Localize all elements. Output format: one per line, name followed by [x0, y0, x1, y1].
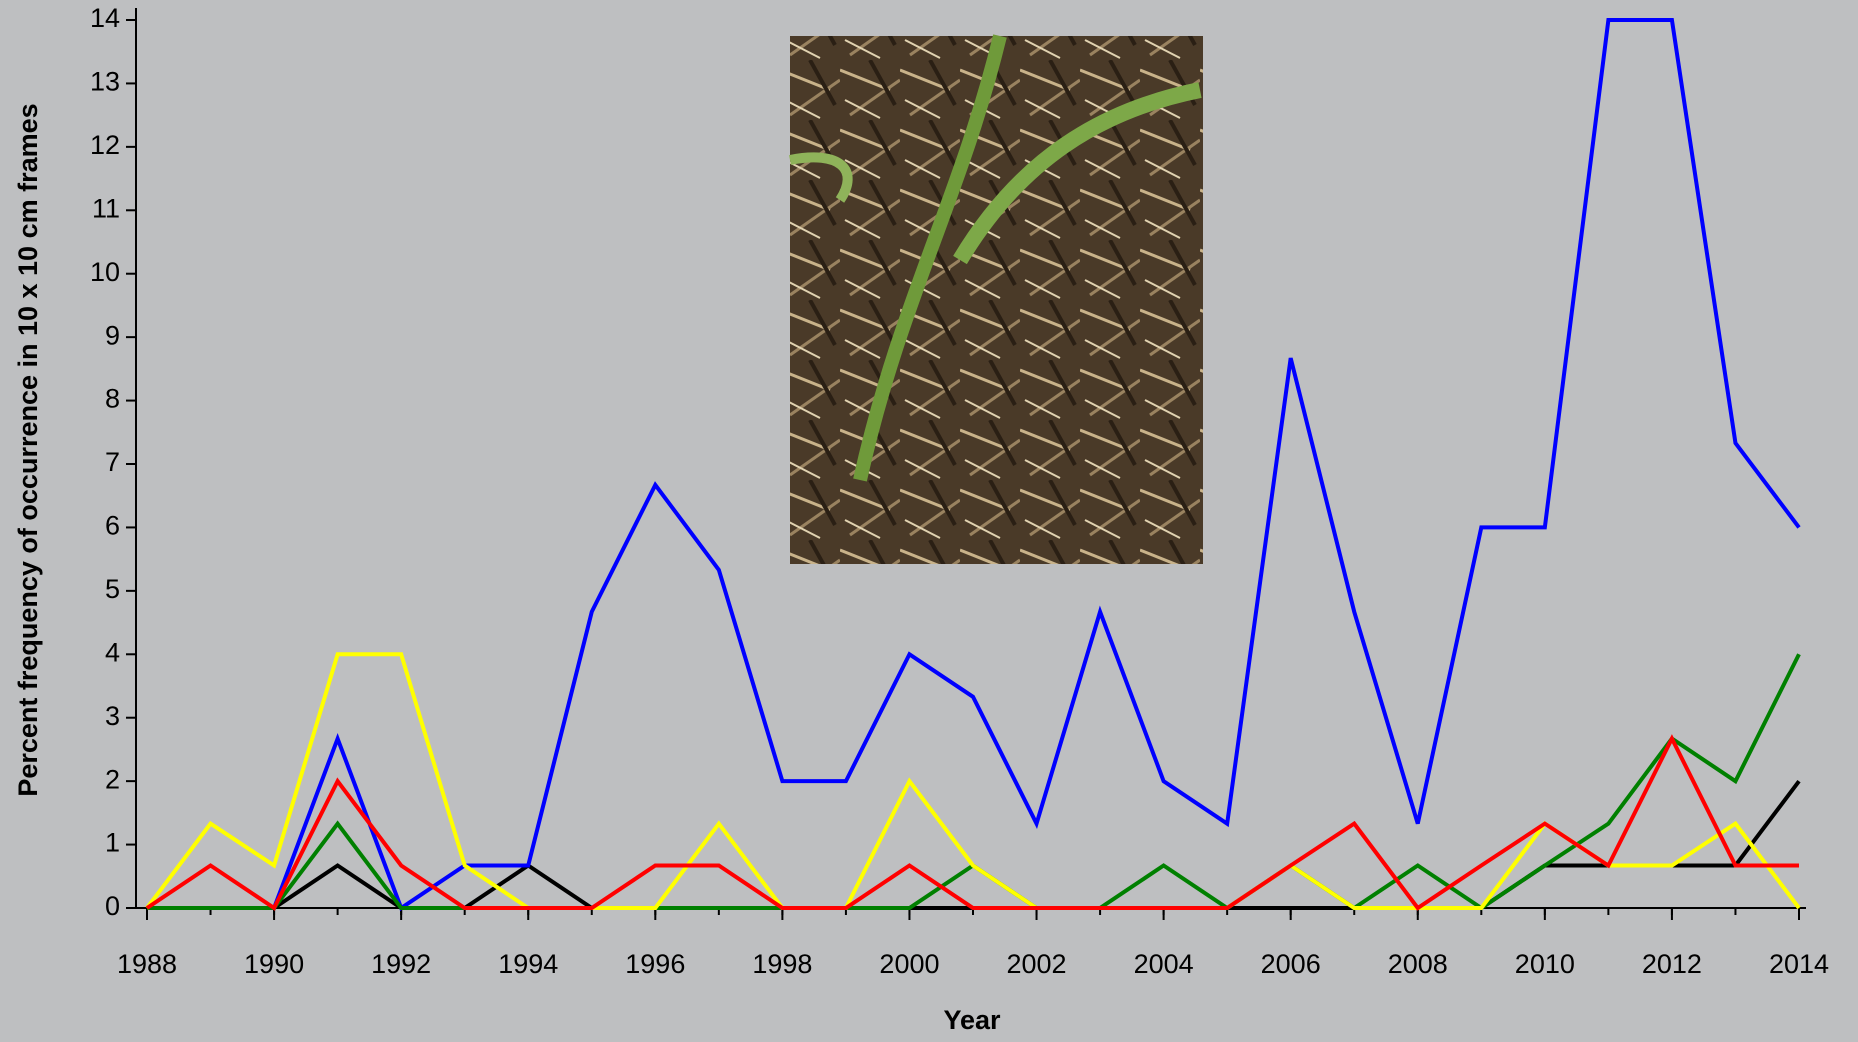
x-tick-label: 2010: [1515, 949, 1575, 979]
y-tick-label: 1: [105, 828, 120, 858]
x-tick-label: 1990: [244, 949, 304, 979]
line-series: [147, 653, 1801, 911]
y-tick-label: 12: [90, 130, 120, 160]
x-tick-label: 2014: [1769, 949, 1829, 979]
x-axis-label: Year: [943, 1005, 1001, 1035]
line-series: [145, 652, 1801, 910]
x-tick-label: 1988: [117, 949, 177, 979]
inset-photo: [789, 34, 1203, 564]
y-tick-label: 11: [92, 193, 120, 223]
y-tick-label: 2: [105, 764, 120, 794]
line-series: [145, 734, 1799, 911]
y-tick-label: 14: [90, 3, 120, 33]
x-tick-label: 2000: [879, 949, 939, 979]
x-tick-label: 1994: [498, 949, 558, 979]
y-tick-label: 3: [105, 701, 120, 731]
x-tick-label: 1996: [625, 949, 685, 979]
y-tick-label: 10: [90, 257, 120, 287]
x-tick-label: 2002: [1006, 949, 1066, 979]
y-tick-label: 5: [105, 574, 120, 604]
x-tick-label: 1992: [371, 949, 431, 979]
x-tick-label: 2006: [1261, 949, 1321, 979]
y-tick-label: 6: [105, 511, 120, 541]
y-tick-label: 7: [105, 447, 120, 477]
y-tick-label: 8: [105, 384, 120, 414]
y-tick-label: 13: [90, 67, 120, 97]
line-series: [147, 18, 1801, 912]
y-axis-label: Percent frequency of occurrence in 10 x …: [13, 103, 43, 796]
y-tick-label: 0: [105, 891, 120, 921]
x-tick-label: 1998: [752, 949, 812, 979]
x-tick-label: 2004: [1134, 949, 1194, 979]
y-tick-label: 9: [105, 320, 120, 350]
x-tick-label: 2012: [1642, 949, 1702, 979]
x-tick-label: 2008: [1388, 949, 1448, 979]
y-tick-label: 4: [105, 637, 120, 667]
